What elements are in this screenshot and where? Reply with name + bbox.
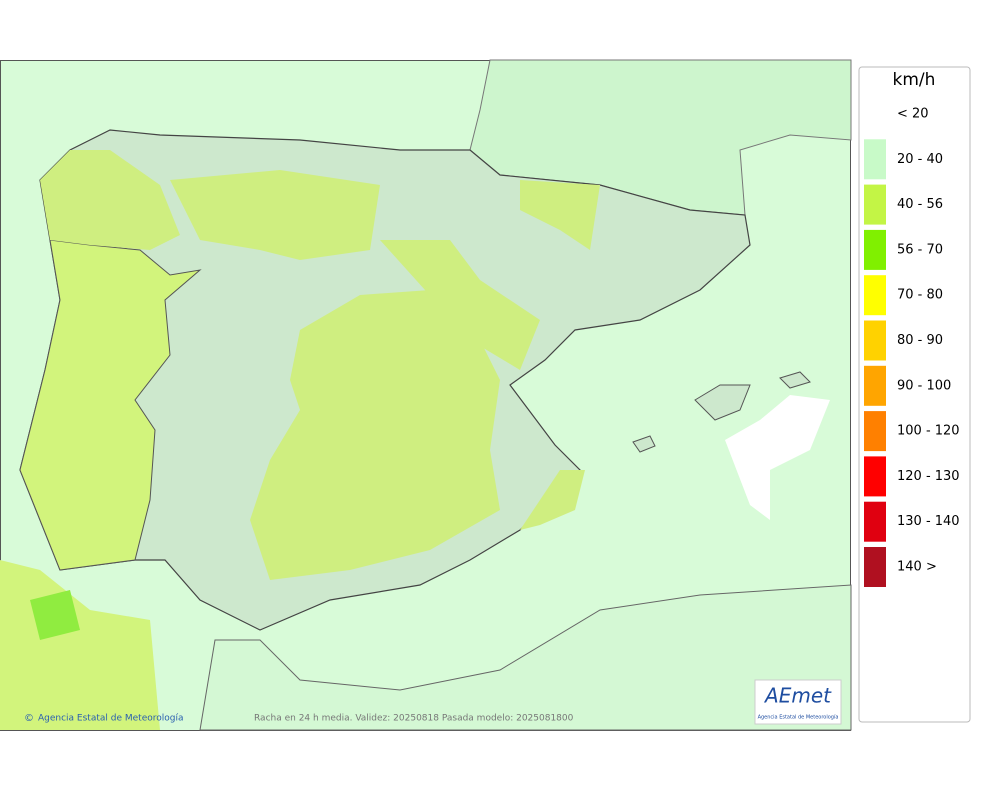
legend-label: 100 - 120 [897,424,960,439]
africa [199,584,852,731]
logo-subtext: Agencia Estatal de Meteorología [758,714,839,721]
legend-label: 40 - 56 [897,197,943,212]
legend-label: 80 - 90 [897,333,943,348]
legend-swatch [864,501,886,542]
calm-area [725,395,830,520]
legend-label: 20 - 40 [897,152,943,167]
legend-swatch [864,320,886,361]
legend-swatch [864,456,886,497]
legend-swatch [864,411,886,452]
legend-label: 56 - 70 [897,242,943,257]
windy-area [520,180,600,250]
strong-area [30,590,80,640]
legend-label: < 20 [897,107,929,122]
mallorca [694,384,751,421]
legend-label: 140 > [897,560,937,575]
logo-box [754,679,842,725]
menorca [779,371,811,389]
legend-swatch [864,365,886,406]
windy-area [170,170,380,260]
map: © Agencia Estatal de Meteorología Racha … [0,59,852,731]
legend-label: 120 - 130 [897,469,960,484]
windy-area [250,290,500,580]
legend-swatch [864,139,886,180]
legend-label: 130 - 140 [897,514,960,529]
legend-swatch [864,229,886,270]
legend-swatch [864,184,886,225]
map-caption: Racha en 24 h media. Validez: 20250818 P… [254,714,574,724]
legend-swatch [864,547,886,587]
logo: AEmet [763,684,832,708]
ibiza [632,435,656,453]
legend-box [858,66,971,723]
windy-area [380,240,540,370]
windy-area [520,470,585,530]
legend-unit: km/h [893,70,936,90]
legend-swatch [864,275,886,316]
windy-area [40,150,180,250]
legend: km/h < 20 20 - 40 40 - 56 56 - 70 70 - 80 80 … [858,66,971,723]
portugal [19,239,202,571]
agency-credit: Agencia Estatal de Meteorología [38,714,184,724]
legend-label: 70 - 80 [897,288,943,303]
legend-label: 90 - 100 [897,378,951,393]
copyright-icon: © [24,713,34,724]
